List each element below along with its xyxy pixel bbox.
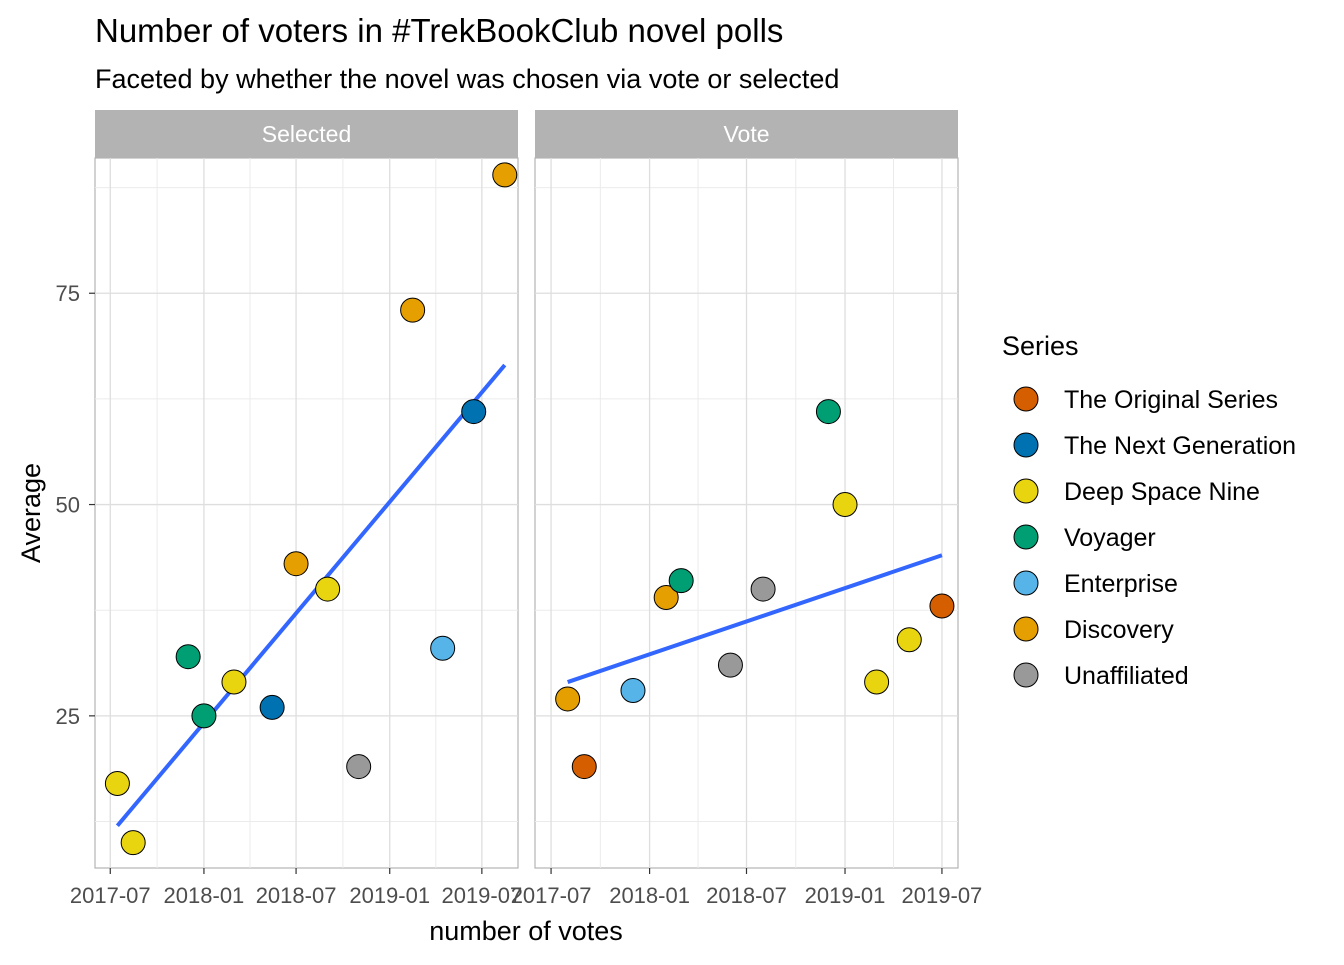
y-tick-label: 50 <box>56 493 80 518</box>
data-point-unaffiliated <box>346 754 372 780</box>
legend-label-enterprise: Enterprise <box>1064 570 1178 598</box>
data-point-discovery <box>283 551 309 577</box>
x-tick-label: 2017-07 <box>511 883 592 908</box>
data-point-discovery <box>492 162 518 188</box>
legend-key-voyager <box>1013 524 1039 550</box>
y-axis-ticks: 25 50 75 <box>56 281 95 729</box>
chart-subtitle: Faceted by whether the novel was chosen … <box>95 64 839 94</box>
data-point-deep-space-nine <box>104 770 130 796</box>
x-tick-label: 2018-01 <box>609 883 690 908</box>
legend: Series The Original Series The Next Gener… <box>1002 331 1296 690</box>
facet-strip-selected <box>95 110 518 158</box>
x-tick-label: 2018-01 <box>164 883 245 908</box>
data-point-deep-space-nine <box>896 627 922 653</box>
legend-key-the-original-series <box>1013 386 1039 412</box>
chart-title: Number of voters in #TrekBookClub novel … <box>95 12 783 49</box>
x-ticks-vote: 2017-07 2018-01 2018-07 2019-01 2019-07 <box>511 868 983 908</box>
legend-key-unaffiliated <box>1013 662 1039 688</box>
legend-label-the-original-series: The Original Series <box>1064 386 1278 414</box>
data-point-enterprise <box>620 678 646 703</box>
data-point-the-next-generation <box>259 694 285 720</box>
legend-label-unaffiliated: Unaffiliated <box>1064 662 1189 690</box>
points-selected <box>104 162 518 856</box>
legend-title: Series <box>1002 331 1079 361</box>
grid-vote <box>535 158 958 868</box>
data-point-deep-space-nine <box>864 669 890 695</box>
trend-line <box>567 553 943 684</box>
legend-entries: The Original Series The Next Generation De… <box>1013 386 1296 690</box>
data-point-deep-space-nine <box>315 576 341 602</box>
y-axis-label: Average <box>16 463 46 563</box>
facet-strip-label-vote: Vote <box>723 121 769 147</box>
facet-panel-vote: Vote 2017-07 2018-01 2018-07 2019-01 2019-07 <box>511 110 983 908</box>
data-point-discovery <box>653 585 679 611</box>
trend-line <box>115 363 507 828</box>
legend-key-discovery <box>1013 616 1039 642</box>
legend-key-the-next-generation <box>1013 432 1039 458</box>
y-tick-label: 75 <box>56 281 80 306</box>
facet-strip-label-selected: Selected <box>262 121 352 147</box>
x-tick-label: 2018-07 <box>706 883 787 908</box>
facet-strip-vote <box>535 110 958 158</box>
grid-selected <box>95 158 518 868</box>
data-point-discovery <box>555 686 581 712</box>
data-point-voyager <box>815 399 841 425</box>
x-ticks-selected: 2017-07 2018-01 2018-07 2019-01 2019-07 <box>70 868 522 908</box>
data-point-deep-space-nine <box>221 669 247 695</box>
data-point-the-next-generation <box>461 399 487 425</box>
data-point-discovery <box>400 297 426 323</box>
x-tick-label: 2019-01 <box>349 883 430 908</box>
data-point-the-original-series <box>571 754 597 780</box>
data-point-voyager <box>175 644 201 670</box>
facet-panel-selected: Selected 2017-07 2018-01 2018-07 2019-01 201… <box>70 110 522 908</box>
data-point-deep-space-nine <box>120 830 146 856</box>
data-point-unaffiliated <box>750 576 776 602</box>
legend-label-the-next-generation: The Next Generation <box>1064 432 1296 460</box>
x-tick-label: 2019-01 <box>805 883 886 908</box>
data-point-deep-space-nine <box>832 492 858 518</box>
x-tick-label: 2018-07 <box>256 883 337 908</box>
x-axis-label: number of votes <box>429 916 623 946</box>
facet-panel-border-selected <box>94 157 519 869</box>
legend-key-deep-space-nine <box>1013 478 1039 504</box>
data-point-unaffiliated <box>717 652 743 678</box>
points-vote <box>555 399 955 780</box>
data-point-the-original-series <box>929 593 955 619</box>
legend-label-voyager: Voyager <box>1064 524 1156 552</box>
legend-label-discovery: Discovery <box>1064 616 1174 644</box>
legend-label-deep-space-nine: Deep Space Nine <box>1064 478 1260 506</box>
trend-vote <box>567 553 943 684</box>
data-point-voyager <box>191 703 217 729</box>
trend-selected <box>115 363 507 828</box>
data-point-enterprise <box>430 635 456 661</box>
legend-key-enterprise <box>1013 570 1039 596</box>
x-tick-label: 2019-07 <box>902 883 983 908</box>
data-point-voyager <box>668 568 694 594</box>
x-tick-label: 2019-07 <box>441 883 522 908</box>
y-tick-label: 25 <box>56 704 80 729</box>
x-tick-label: 2017-07 <box>70 883 151 908</box>
